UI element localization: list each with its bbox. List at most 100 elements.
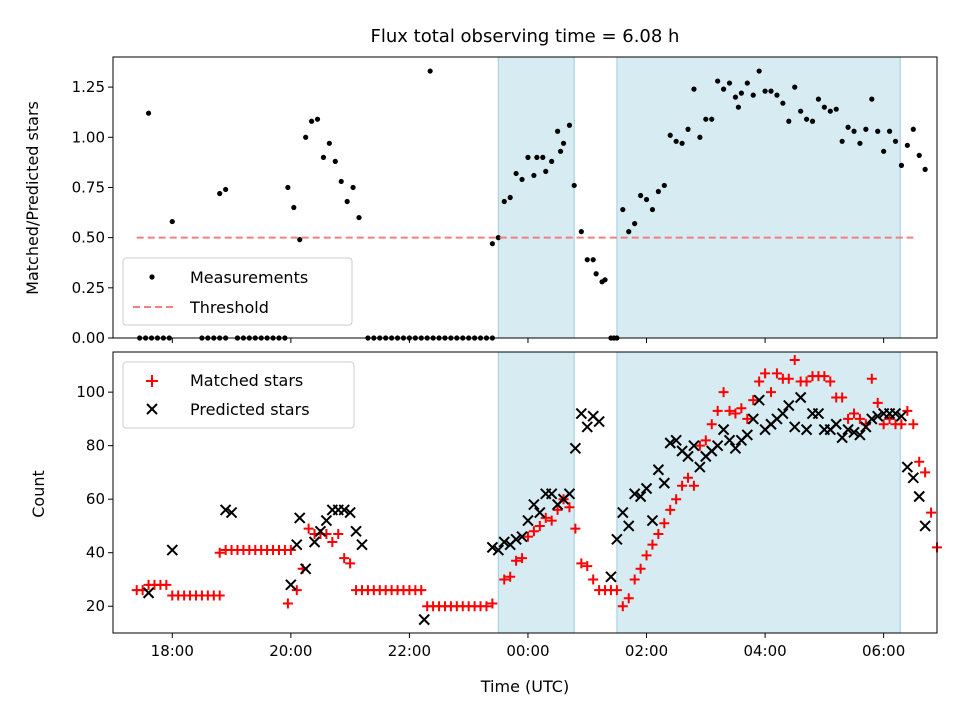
matched-stars-point [724, 405, 735, 416]
matched-stars-point [920, 467, 931, 478]
predicted-stars-point [694, 461, 706, 473]
matched-stars-point [884, 413, 895, 424]
legend-predicted-label: Predicted stars [190, 400, 310, 419]
legend-measurements-marker [149, 274, 155, 280]
top-x-ticks [171, 338, 885, 343]
measurements-point [320, 154, 327, 160]
measurements-point [744, 80, 750, 86]
predicted-stars-point [593, 415, 605, 428]
measurements-point [217, 190, 223, 197]
measurements-point [649, 206, 656, 213]
bottom-legend-box [122, 361, 355, 429]
matched-stars-point [582, 561, 593, 572]
predicted-stars-point [314, 525, 327, 538]
matched-stars-point [481, 601, 492, 612]
bottom-x-ticks: 18:00 20:00 22:00 00:00 02:00 04:00 06:00 [151, 633, 905, 660]
matched-stars-point [730, 408, 741, 419]
matched-stars-point [540, 512, 551, 523]
bottom-y-ticks: 20 40 60 80 100 [76, 383, 113, 615]
top-title: Flux total observing time = 6.08 h [371, 26, 680, 47]
legend-threshold-label: Threshold [189, 298, 269, 317]
predicted-stars-point [889, 407, 902, 420]
matched-stars-point [665, 504, 676, 515]
measurements-point [540, 154, 546, 160]
measurements-point [590, 257, 596, 263]
measurements-point [495, 235, 501, 241]
matched-stars-point [161, 579, 172, 590]
measurements-point [863, 126, 869, 132]
predicted-stars-point [285, 579, 297, 591]
matched-stars-point [214, 547, 225, 558]
measurements-point [774, 92, 780, 98]
matched-stars-point [866, 373, 877, 384]
predicted-stars-point [308, 536, 321, 548]
predicted-stars-point [682, 450, 694, 463]
predicted-stars-point [142, 587, 155, 599]
measurements-point [661, 182, 667, 189]
predicted-stars-point [901, 461, 914, 473]
predicted-stars-point [628, 488, 641, 500]
predicted-stars-point [498, 536, 510, 548]
matched-stars-point [872, 397, 883, 408]
matched-stars-point [653, 528, 664, 539]
measurements-point [578, 229, 584, 235]
predicted-stars-point [516, 530, 528, 543]
measurements-point [809, 118, 816, 124]
matched-stars-point [683, 472, 694, 483]
top-legend: Measurements Threshold [122, 257, 353, 326]
matched-stars-point [505, 571, 516, 582]
matched-stars-point [291, 585, 302, 596]
top-axes-frame [112, 56, 938, 339]
measurements-point [786, 118, 792, 124]
matched-stars-point [849, 408, 860, 419]
top-y-tick-label: 0.25 [72, 279, 105, 297]
measurements-point [549, 158, 555, 164]
measurements-point [557, 148, 564, 154]
matched-stars-point [754, 376, 765, 387]
measurements-point [679, 140, 685, 146]
matched-stars-point [742, 413, 753, 424]
top-y-tick-label: 1.25 [72, 78, 105, 96]
measurements-point [715, 78, 721, 84]
matched-stars-point [896, 419, 907, 430]
measurements-point [507, 194, 513, 201]
measurements-point [803, 116, 810, 122]
measurements-point [904, 142, 910, 148]
measurements-point [750, 92, 756, 98]
measurements-point [291, 204, 297, 211]
bottom-panel: 20 40 60 80 100 18:00 20:00 22:00 00:00 02:00 04:… [29, 351, 942, 696]
measurements-point [756, 68, 762, 74]
predicted-stars-point [166, 544, 178, 556]
bottom-shaded-interval-0 [497, 351, 575, 634]
measurements-point [489, 241, 495, 247]
predicted-stars-point [860, 421, 872, 433]
top-y-tick-label: 0.50 [72, 229, 105, 247]
measurements-point [326, 140, 332, 146]
bottom-y-tick-label: 20 [86, 597, 105, 615]
top-shading [497, 56, 901, 339]
measurements-point [673, 138, 679, 144]
matched-stars-point [327, 537, 338, 548]
matched-stars-point [333, 528, 344, 539]
measurements-point [886, 128, 893, 134]
bottom-x-tick-label: 02:00 [625, 642, 668, 660]
predicted-stars-point [299, 563, 312, 575]
matched-stars-point [843, 413, 854, 424]
predicted-stars-point [842, 423, 854, 436]
measurements-point [875, 128, 881, 134]
predicted-stars-point [664, 437, 676, 449]
predicted-stars-point [907, 472, 919, 484]
predicted-stars-point [723, 434, 736, 447]
measurements-point [620, 206, 626, 213]
matched-stars-point [718, 387, 729, 398]
bottom-series [131, 355, 942, 626]
predicted-stars-point [640, 482, 653, 495]
measurements-point [738, 90, 744, 96]
matched-stars-point [214, 590, 225, 601]
matched-stars-point [736, 403, 747, 414]
predicted-stars-point [492, 544, 505, 556]
measurements-point [223, 186, 229, 193]
predicted-stars-point [510, 533, 522, 546]
matched-stars-point [854, 413, 865, 424]
